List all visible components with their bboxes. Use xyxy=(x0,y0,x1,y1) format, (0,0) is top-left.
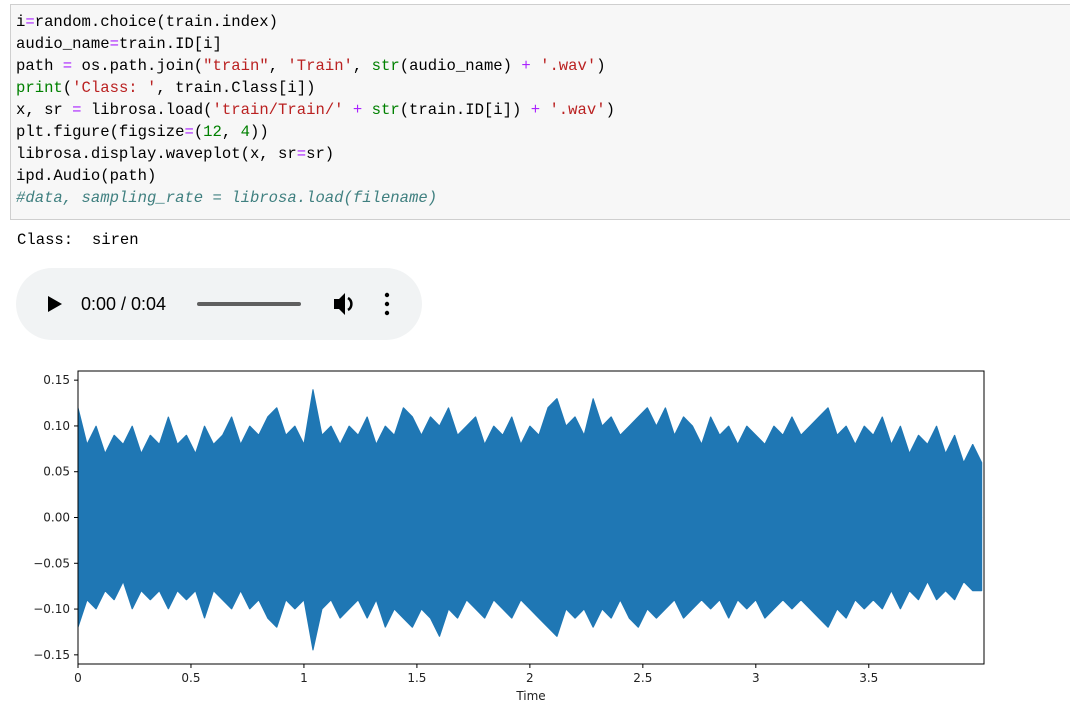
code-token: 4 xyxy=(240,123,250,141)
code-token: , train.Class[i]) xyxy=(156,79,316,97)
code-token: ( xyxy=(62,79,73,97)
code-line: #data, sampling_rate = librosa.load(file… xyxy=(16,187,1070,209)
y-tick-label: 0.05 xyxy=(43,465,70,479)
code-token: = xyxy=(184,123,194,141)
x-tick-label: 3.5 xyxy=(859,671,878,685)
audio-player: 0:00 / 0:04 xyxy=(16,268,422,340)
y-tick-label: −0.10 xyxy=(33,602,70,616)
code-token: train.ID[i] xyxy=(118,35,222,53)
code-token: ) xyxy=(596,57,606,75)
code-token: = xyxy=(296,145,307,163)
y-tick-label: −0.05 xyxy=(33,556,70,570)
code-line: print('Class: ', train.Class[i]) xyxy=(16,77,1070,99)
play-button[interactable] xyxy=(48,296,62,312)
progress-bar[interactable] xyxy=(197,302,301,306)
x-tick-label: 2.5 xyxy=(633,671,652,685)
code-token: '.wav' xyxy=(540,57,597,75)
code-cell[interactable]: i=random.choice(train.index) audio_name=t… xyxy=(10,4,1070,220)
code-line: librosa.display.waveplot(x, sr=sr) xyxy=(16,143,1070,165)
code-token: #data, sampling_rate = librosa.load(file… xyxy=(16,189,438,207)
code-token: ipd.Audio(path) xyxy=(16,167,157,185)
code-token: , xyxy=(352,57,372,75)
code-token: "train" xyxy=(203,57,269,75)
code-token: + xyxy=(530,101,541,119)
code-token: sr) xyxy=(306,145,335,163)
x-tick-label: 0.5 xyxy=(181,671,200,685)
code-line: path = os.path.join("train", 'Train', st… xyxy=(16,55,1070,77)
code-token: , xyxy=(221,123,241,141)
code-token: ) xyxy=(605,101,615,119)
code-token: 12 xyxy=(203,123,222,141)
code-line: audio_name=train.ID[i] xyxy=(16,33,1070,55)
cell-output: Class: siren xyxy=(17,231,139,249)
code-token: os.path.join( xyxy=(72,57,204,75)
code-token: (train.ID[i]) xyxy=(399,101,531,119)
code-line: plt.figure(figsize=(12, 4)) xyxy=(16,121,1070,143)
code-token: audio_name xyxy=(16,35,110,53)
code-line: ipd.Audio(path) xyxy=(16,165,1070,187)
code-token: )) xyxy=(249,123,269,141)
waveform-area xyxy=(77,517,983,651)
code-line: x, sr = librosa.load('train/Train/' + st… xyxy=(16,99,1070,121)
code-token: = xyxy=(72,101,82,119)
code-token: plt.figure(figsize xyxy=(16,123,185,141)
code-token: path xyxy=(16,57,63,75)
x-tick-label: 1.5 xyxy=(407,671,426,685)
x-tick-label: 3 xyxy=(752,671,760,685)
code-token: str xyxy=(371,57,400,75)
code-token: librosa.load( xyxy=(81,101,213,119)
code-token: '.wav' xyxy=(549,101,606,119)
code-token: print xyxy=(16,79,63,97)
code-token: = xyxy=(25,13,35,31)
y-tick-label: 0.15 xyxy=(43,373,70,387)
code-token: + xyxy=(521,57,531,75)
code-token xyxy=(362,101,371,119)
waveform-chart: −0.15 −0.10 −0.05 0.00 0.05 0.10 0.15 0 0.5 1 1.5 2… xyxy=(33,370,985,703)
code-token: i xyxy=(16,13,26,31)
code-token: librosa.display.waveplot(x, sr xyxy=(16,145,297,163)
player-controls xyxy=(48,292,390,316)
code-token: (audio_name) xyxy=(399,57,522,75)
waveform-area xyxy=(77,389,983,518)
time-display: 0:00 / 0:04 xyxy=(81,294,167,314)
code-line: i=random.choice(train.index) xyxy=(16,11,1070,33)
code-token: = xyxy=(62,57,73,75)
volume-button[interactable] xyxy=(334,293,353,315)
y-tick-label: −0.15 xyxy=(33,648,70,662)
code-token xyxy=(531,57,540,75)
code-token: 'train/Train/' xyxy=(212,101,344,119)
code-token: 'Class: ' xyxy=(72,79,157,97)
code-token: 'Train' xyxy=(287,57,353,75)
x-tick-label: 1 xyxy=(300,671,308,685)
y-tick-label: 0.00 xyxy=(43,511,70,525)
code-token: = xyxy=(109,35,119,53)
code-token: str xyxy=(371,101,400,119)
x-tick-label: 2 xyxy=(526,671,534,685)
y-tick-label: 0.10 xyxy=(43,419,70,433)
code-token xyxy=(344,101,353,119)
menu-button[interactable] xyxy=(384,292,390,316)
code-token: x, sr xyxy=(16,101,73,119)
x-tick-label: 0 xyxy=(74,671,82,685)
code-token: + xyxy=(352,101,363,119)
code-token: , xyxy=(268,57,288,75)
code-token: ( xyxy=(193,123,204,141)
x-axis-label: Time xyxy=(515,689,545,703)
code-token: random.choice(train.index) xyxy=(34,13,279,31)
